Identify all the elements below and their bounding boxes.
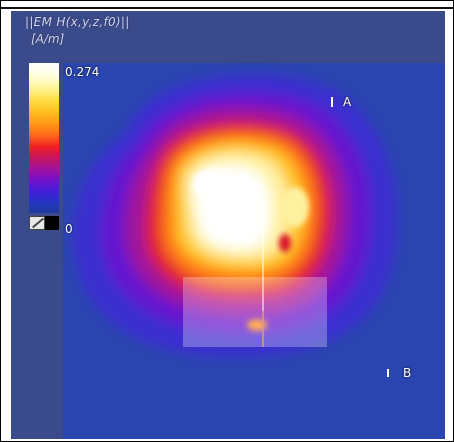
marker-a-tick <box>331 97 333 107</box>
hot-spots <box>193 169 309 331</box>
hot-spot-right <box>281 187 309 227</box>
field-map-viewport[interactable]: ||EM H(x,y,z,f0)|| [A/m] 0.274 0 A B <box>11 11 445 439</box>
colorbar-gradient <box>29 63 59 213</box>
orange-spot <box>247 319 267 331</box>
hot-spot-left <box>193 169 229 197</box>
colorbar-settings-icon[interactable] <box>29 216 45 230</box>
field-map-canvas <box>11 11 445 439</box>
colorbar-min-label: 0 <box>65 222 73 236</box>
marker-b-tick <box>387 369 389 377</box>
board-overlay <box>183 277 327 347</box>
top-rule <box>1 7 454 9</box>
field-quantity-title: ||EM H(x,y,z,f0)|| <box>25 15 130 29</box>
colorbar-under-swatch <box>45 216 59 230</box>
marker-b-label: B <box>403 366 412 380</box>
marker-a-label: A <box>343 95 352 109</box>
red-spot <box>279 234 291 252</box>
field-units-label: [A/m] <box>31 32 65 46</box>
colorbar-max-label: 0.274 <box>65 65 100 79</box>
